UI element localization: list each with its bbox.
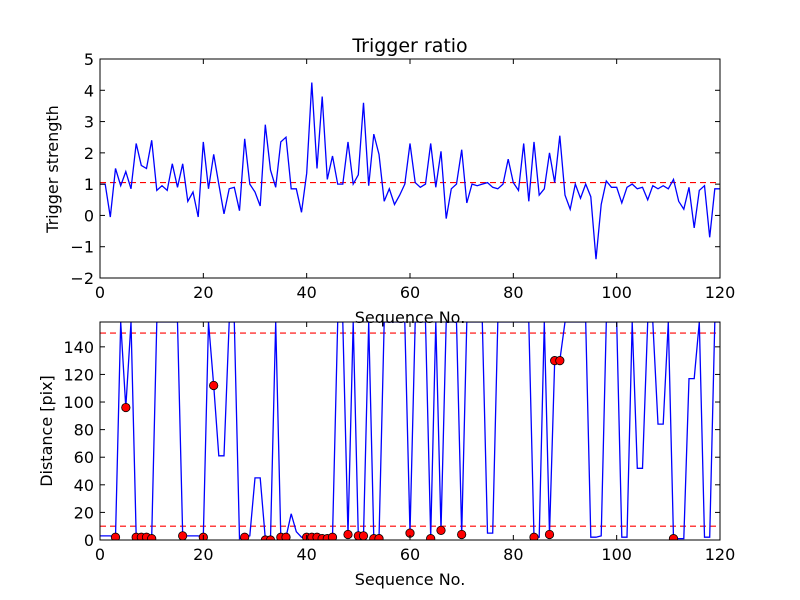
x-tick-label: 100 <box>601 545 632 564</box>
x-tick-label: 80 <box>503 545 523 564</box>
x-tick-label: 0 <box>95 545 105 564</box>
y-tick-label: 100 <box>63 393 94 412</box>
distance-panel: Distance [pix] Sequence No. 0 20 40 60 80 100… <box>37 321 736 589</box>
chart-title: Trigger ratio <box>351 35 467 57</box>
y-tick-label: 2 <box>84 144 94 163</box>
y-axis-title: Distance [pix] <box>37 375 56 487</box>
x-tick-label: 60 <box>400 283 420 302</box>
data-point <box>240 532 250 540</box>
data-point <box>147 534 157 540</box>
data-point <box>178 531 188 540</box>
y-tick-label: 3 <box>84 113 94 132</box>
x-tick-label: 20 <box>193 283 213 302</box>
data-point <box>544 529 555 540</box>
plot-area <box>100 322 720 540</box>
y-tick-label: 4 <box>84 81 94 100</box>
data-point <box>121 402 131 413</box>
y-tick-label: 5 <box>84 50 94 69</box>
data-point <box>327 532 338 540</box>
y-tick-label: −1 <box>70 238 94 257</box>
x-tick-label: 80 <box>503 283 523 302</box>
y-axis-title: Trigger strength <box>43 105 62 234</box>
data-point <box>436 525 446 535</box>
y-tick-label: 0 <box>84 206 94 225</box>
trigger-ratio-panel: Trigger ratio Trigger strength Sequence … <box>43 35 735 327</box>
y-tick-label: 0 <box>84 531 94 550</box>
y-tick-label: 20 <box>74 503 94 522</box>
data-point <box>426 534 436 540</box>
data-point <box>110 532 121 540</box>
x-tick-label: 40 <box>296 545 316 564</box>
data-point <box>668 534 679 540</box>
data-point <box>358 531 369 540</box>
x-tick-label: 20 <box>193 545 213 564</box>
data-point <box>374 534 384 540</box>
x-tick-label: 120 <box>705 283 736 302</box>
data-point <box>529 532 539 540</box>
y-tick-label: 40 <box>74 476 94 495</box>
x-tick-label: 100 <box>601 283 632 302</box>
y-tick-label: 60 <box>74 448 94 467</box>
series-line <box>100 82 720 260</box>
data-point <box>209 380 219 391</box>
data-point <box>457 529 467 540</box>
data-point <box>555 356 565 366</box>
x-tick-label: 60 <box>400 545 420 564</box>
x-tick-label: 0 <box>95 283 105 302</box>
y-tick-label: 80 <box>74 421 94 440</box>
data-point <box>343 529 353 540</box>
x-tick-label: 120 <box>705 545 736 564</box>
x-axis-title: Sequence No. <box>355 570 466 589</box>
y-tick-label: −2 <box>70 269 94 288</box>
data-point <box>281 532 291 540</box>
y-tick-label: 1 <box>84 175 94 194</box>
y-tick-label: 140 <box>63 338 94 357</box>
x-tick-label: 40 <box>296 283 316 302</box>
y-tick-label: 120 <box>63 365 94 384</box>
plot-area <box>100 82 720 260</box>
